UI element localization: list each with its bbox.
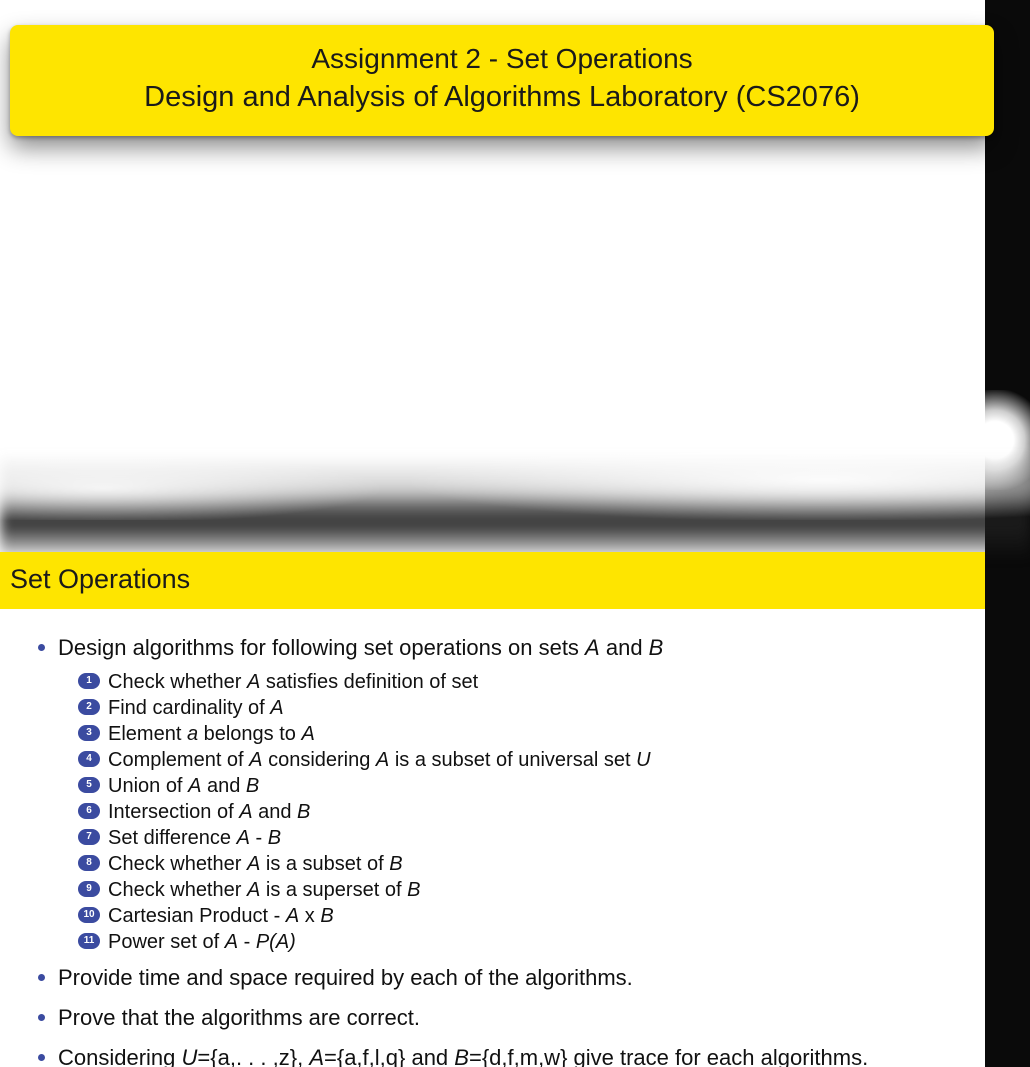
numbered-item: 8 Check whether A is a subset of B <box>58 851 971 877</box>
number-badge: 8 <box>78 855 100 871</box>
title-card: Assignment 2 - Set Operations Design and… <box>10 25 994 136</box>
numbered-item-text: Power set of A - P(A) <box>108 931 296 953</box>
number-badge: 3 <box>78 725 100 741</box>
slide-body: Design algorithms for following set oper… <box>0 609 985 1067</box>
bullet-text: Prove that the algorithms are correct. <box>58 1005 420 1030</box>
numbered-item-text: Check whether A satisfies definition of … <box>108 671 478 693</box>
number-badge: 1 <box>78 673 100 689</box>
number-badge: 5 <box>78 777 100 793</box>
numbered-item-text: Union of A and B <box>108 775 259 797</box>
number-badge: 2 <box>78 699 100 715</box>
numbered-item: 7 Set difference A - B <box>58 825 971 851</box>
numbered-item-text: Cartesian Product - A x B <box>108 905 334 927</box>
number-badge: 6 <box>78 803 100 819</box>
numbered-item: 10 Cartesian Product - A x B <box>58 903 971 929</box>
slide: Set Operations Design algorithms for fol… <box>0 552 985 1067</box>
numbered-item-text: Element a belongs to A <box>108 723 315 745</box>
numbered-item: 5 Union of A and B <box>58 773 971 799</box>
numbered-item: 9 Check whether A is a superset of B <box>58 877 971 903</box>
numbered-item-text: Set difference A - B <box>108 827 281 849</box>
numbered-item: 3 Element a belongs to A <box>58 721 971 747</box>
title-line-2: Design and Analysis of Algorithms Labora… <box>22 81 982 114</box>
bullet-text: Provide time and space required by each … <box>58 965 633 990</box>
number-badge: 4 <box>78 751 100 767</box>
numbered-sublist: 1 Check whether A satisfies definition of… <box>58 669 971 955</box>
separator-shadow <box>0 455 1030 555</box>
numbered-item: 4 Complement of A considering A is a subs… <box>58 747 971 773</box>
numbered-item-text: Find cardinality of A <box>108 697 284 719</box>
number-badge: 10 <box>78 907 100 923</box>
page-root: Assignment 2 - Set Operations Design and… <box>0 0 1030 1067</box>
numbered-item: 1 Check whether A satisfies definition of… <box>58 669 971 695</box>
numbered-item-text: Intersection of A and B <box>108 801 310 823</box>
numbered-item: 6 Intersection of A and B <box>58 799 971 825</box>
numbered-item: 11 Power set of A - P(A) <box>58 929 971 955</box>
number-badge: 7 <box>78 829 100 845</box>
numbered-item: 2 Find cardinality of A <box>58 695 971 721</box>
number-badge: 11 <box>78 933 100 949</box>
numbered-item-text: Check whether A is a superset of B <box>108 879 420 901</box>
bullet-text: Considering U={a,. . . ,z}, A={a,f,l,q} … <box>58 1045 868 1067</box>
bullet-text: Design algorithms for following set oper… <box>58 635 663 660</box>
bullet-item: Design algorithms for following set oper… <box>14 631 971 955</box>
bullet-item: Considering U={a,. . . ,z}, A={a,f,l,q} … <box>14 1041 971 1067</box>
bullet-list: Design algorithms for following set oper… <box>14 631 971 1067</box>
number-badge: 9 <box>78 881 100 897</box>
bullet-item: Prove that the algorithms are correct. <box>14 1001 971 1035</box>
title-line-1: Assignment 2 - Set Operations <box>22 43 982 75</box>
numbered-item-text: Check whether A is a subset of B <box>108 853 403 875</box>
bullet-item: Provide time and space required by each … <box>14 961 971 995</box>
slide-header: Set Operations <box>0 552 985 609</box>
numbered-item-text: Complement of A considering A is a subse… <box>108 749 651 771</box>
